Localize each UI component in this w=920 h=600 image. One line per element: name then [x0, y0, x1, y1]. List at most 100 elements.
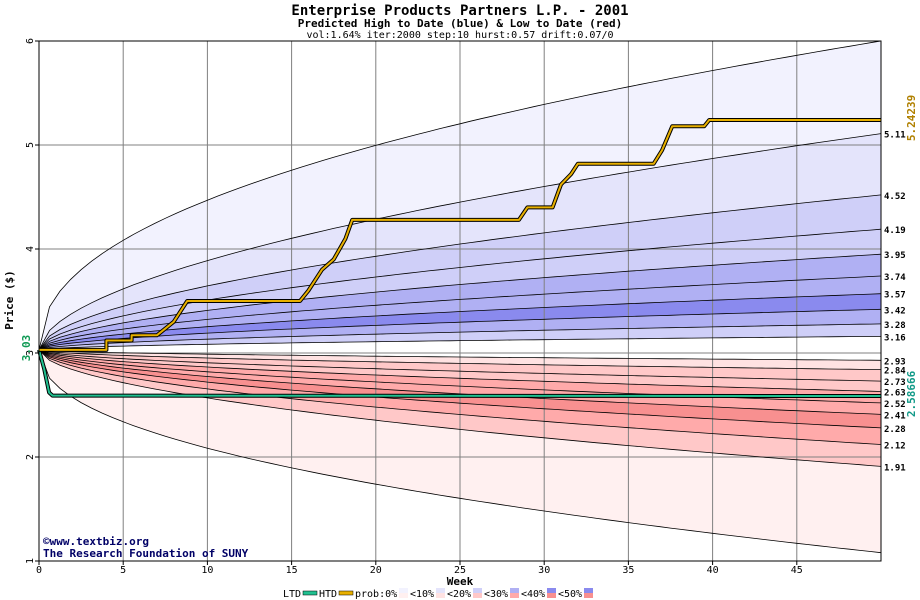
- legend-prob-label: prob:0%: [355, 589, 397, 600]
- quantile-label: 3.28: [884, 321, 906, 331]
- legend-red-swatch: [510, 593, 519, 598]
- watermark-url: ©www.textbiz.org: [43, 535, 149, 548]
- x-tick-label: 15: [286, 565, 298, 576]
- y-tick-label: 6: [25, 38, 36, 44]
- quantile-label: 1.91: [884, 463, 906, 473]
- quantile-label: 3.16: [884, 333, 906, 343]
- legend-ltd-label: LTD: [283, 589, 301, 600]
- high-band: [39, 276, 881, 350]
- ltd-final-label: 2.58666: [905, 370, 918, 417]
- quantile-line: [38, 293, 882, 351]
- quantile-lines: [38, 40, 882, 554]
- chart-parameters: vol:1.64% iter:2000 step:10 hurst:0.57 d…: [306, 30, 613, 41]
- legend-blue-swatch: [510, 588, 519, 593]
- quantile-label: 2.52: [884, 400, 906, 410]
- x-tick-label: 25: [454, 565, 466, 576]
- y-tick-label: 3: [25, 350, 36, 356]
- y-tick-label: 1: [25, 558, 36, 564]
- ltd-line: [38, 349, 882, 397]
- x-tick-label: 5: [120, 565, 126, 576]
- legend-blue-swatch: [473, 588, 482, 593]
- legend-ltd-swatch: [302, 590, 318, 596]
- quantile-line: [38, 349, 882, 467]
- quantile-label: 2.93: [884, 357, 906, 367]
- quantile-line: [38, 133, 882, 351]
- high-band: [39, 254, 881, 350]
- x-tick-label: 45: [791, 565, 803, 576]
- legend-prob-label: <40%: [521, 589, 545, 600]
- legend-blue-swatch: [436, 588, 445, 593]
- outer-low-envelope: [38, 349, 882, 554]
- quantile-label: 3.42: [884, 306, 906, 316]
- quantile-label: 5.11: [884, 131, 906, 141]
- legend-prob-label: <10%: [410, 589, 434, 600]
- quantile-line: [38, 349, 882, 445]
- quantile-label: 3.95: [884, 251, 906, 261]
- legend: LTD HTD prob:0% <10% <20% <30% <40% <50%: [283, 588, 593, 600]
- quantile-line: [38, 349, 882, 370]
- quantile-label: 2.28: [884, 425, 906, 435]
- series-lines: [37, 118, 882, 398]
- x-tick-label: 30: [538, 565, 550, 576]
- x-tick-label: 20: [370, 565, 382, 576]
- quantile-line: [38, 228, 882, 351]
- quantile-line: [38, 349, 882, 382]
- y-axis-label: Price ($): [3, 270, 16, 330]
- legend-blue-swatch: [399, 588, 408, 593]
- quantile-line: [38, 308, 882, 351]
- x-tick-label: 40: [707, 565, 719, 576]
- y-tick-label: 2: [25, 454, 36, 460]
- quantile-line: [38, 349, 882, 361]
- low-band: [39, 349, 881, 445]
- legend-htd-swatch: [338, 590, 354, 596]
- quantile-labels: 5.11 4.52 4.19 3.95 3.74 3.57 3.42 3.28 3.16 2.93…: [884, 131, 906, 474]
- quantile-line: [38, 323, 882, 351]
- quantile-label: 3.57: [884, 291, 906, 301]
- x-tick-label: 0: [36, 565, 42, 576]
- low-band: [39, 349, 881, 467]
- outer-high-envelope: [38, 40, 882, 350]
- quantile-line: [38, 349, 882, 429]
- legend-blue-swatch: [547, 588, 556, 593]
- quantile-line: [38, 336, 882, 351]
- low-band: [39, 349, 881, 403]
- x-tick-label: 35: [622, 565, 634, 576]
- chart-subtitle: Predicted High to Date (blue) & Low to D…: [298, 17, 623, 30]
- start-price-label: 3.03: [20, 335, 33, 362]
- htd-line: [39, 119, 881, 351]
- quantile-line: [38, 275, 882, 351]
- htd-final-label: 5.24239: [905, 95, 918, 141]
- quantile-label: 3.74: [884, 273, 906, 283]
- quantile-label: 4.52: [884, 192, 906, 202]
- low-band: [39, 349, 881, 415]
- chart-title: Enterprise Products Partners L.P. - 2001: [291, 3, 628, 19]
- legend-red-swatch: [399, 593, 408, 598]
- y-tick-label: 4: [25, 246, 36, 252]
- legend-red-swatch: [436, 593, 445, 598]
- legend-prob-label: <50%: [558, 589, 582, 600]
- legend-red-swatch: [473, 593, 482, 598]
- x-tick-label: 10: [201, 565, 213, 576]
- low-band: [39, 349, 881, 392]
- y-tick-label: 5: [25, 142, 36, 148]
- legend-prob-label: <30%: [484, 589, 508, 600]
- quantile-label: 2.84: [884, 367, 906, 377]
- legend-htd-label: HTD: [319, 589, 337, 600]
- quantile-label: 2.41: [884, 411, 906, 421]
- quantile-line: [38, 349, 882, 392]
- quantile-label: 2.73: [884, 378, 906, 388]
- legend-red-swatch: [584, 593, 593, 598]
- legend-blue-swatch: [584, 588, 593, 593]
- watermark-org: The Research Foundation of SUNY: [43, 547, 249, 560]
- x-axis-label: Week: [447, 575, 474, 588]
- quantile-label: 2.12: [884, 442, 906, 452]
- high-band: [39, 229, 881, 350]
- quantile-label: 4.19: [884, 226, 906, 236]
- quantile-line: [38, 194, 882, 351]
- legend-prob-label: <20%: [447, 589, 471, 600]
- legend-red-swatch: [547, 593, 556, 598]
- low-band: [39, 349, 881, 428]
- quantile-label: 2.63: [884, 388, 906, 398]
